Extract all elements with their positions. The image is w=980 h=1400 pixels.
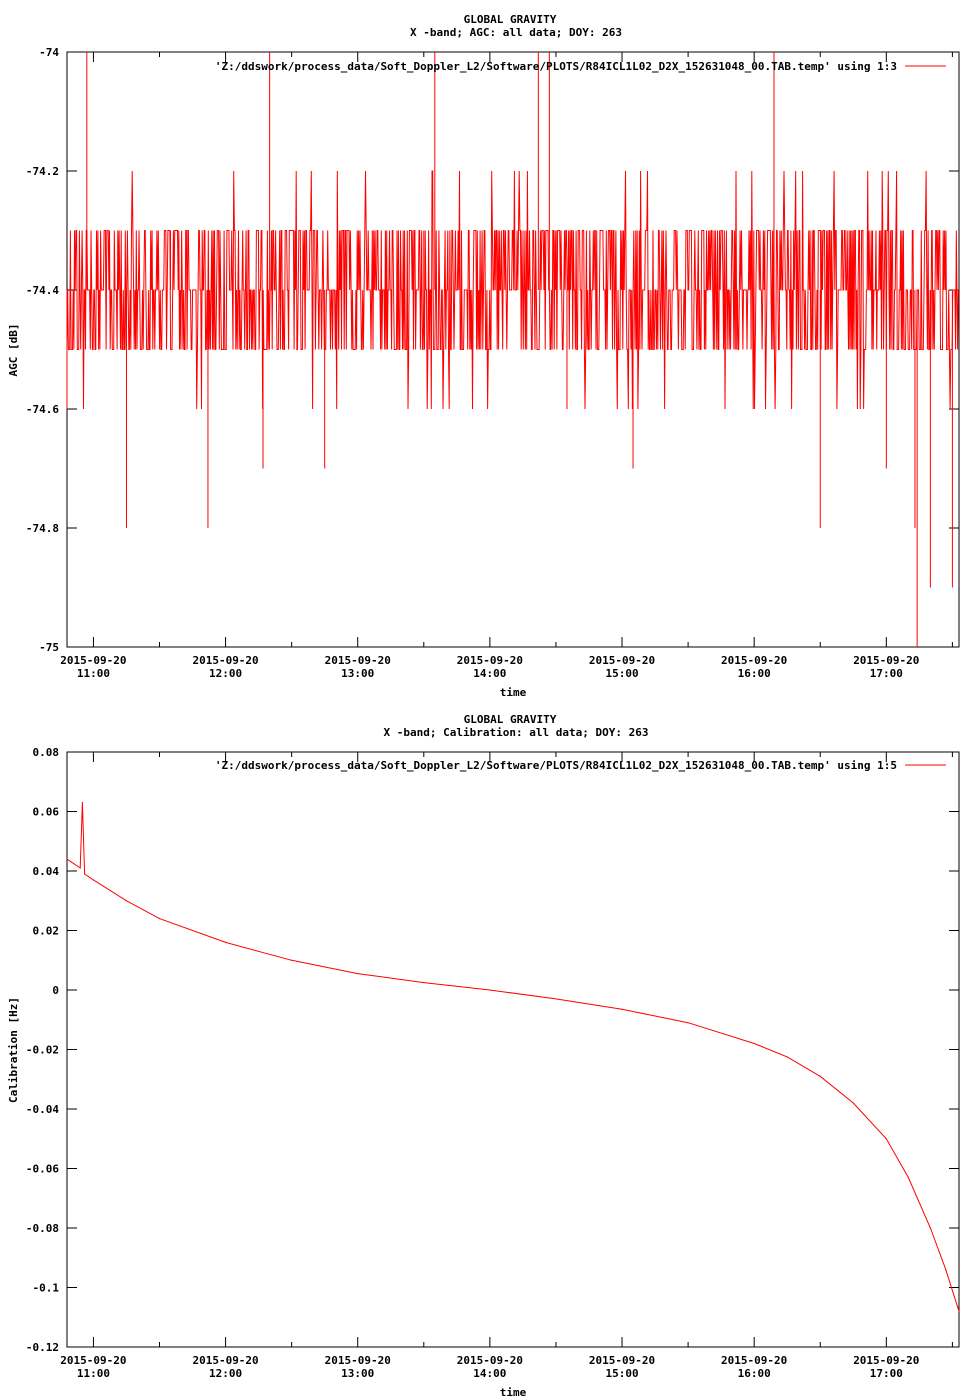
agc-x-tick-date: 2015-09-20 <box>457 654 523 667</box>
calibration-point <box>786 1056 788 1058</box>
agc-x-tick-label: 16:00 <box>738 667 771 680</box>
agc-chart-subtitle: X -band; AGC: all data; DOY: 263 <box>410 26 622 39</box>
agc-x-axis-label: time <box>500 686 527 699</box>
calibration-x-tick-date: 2015-09-20 <box>60 1354 126 1367</box>
calibration-x-tick-date: 2015-09-20 <box>457 1354 523 1367</box>
calibration-y-tick-label: 0.02 <box>33 925 60 938</box>
agc-x-tick-label: 15:00 <box>605 667 638 680</box>
calibration-point <box>621 1008 623 1010</box>
calibration-y-tick-label: -0.12 <box>26 1341 59 1354</box>
calibration-point <box>489 989 491 991</box>
calibration-point <box>852 1102 854 1104</box>
calibration-point <box>125 900 128 902</box>
calibration-legend-label: 'Z:/ddswork/process_data/Soft_Doppler_L2… <box>215 759 897 772</box>
calibration-y-tick-label: -0.02 <box>26 1044 59 1057</box>
calibration-x-ticks: 2015-09-2011:002015-09-2012:002015-09-20… <box>60 752 953 1380</box>
agc-x-tick-label: 14:00 <box>473 667 506 680</box>
calibration-point <box>66 858 68 860</box>
agc-y-tick-label: -74.6 <box>26 403 59 416</box>
calibration-x-tick-date: 2015-09-20 <box>853 1354 919 1367</box>
calibration-x-tick-date: 2015-09-20 <box>589 1354 655 1367</box>
calibration-point <box>224 941 227 944</box>
calibration-point <box>687 1022 689 1024</box>
calibration-x-axis-label: time <box>500 1386 527 1399</box>
calibration-y-tick-label: -0.08 <box>26 1222 59 1235</box>
calibration-point <box>357 973 359 975</box>
agc-y-tick-label: -75 <box>39 641 59 654</box>
calibration-y-tick-label: 0.04 <box>33 865 60 878</box>
calibration-point <box>945 1269 947 1271</box>
agc-x-tick-label: 17:00 <box>870 667 903 680</box>
calibration-x-tick-label: 16:00 <box>738 1367 771 1380</box>
calibration-x-tick-label: 11:00 <box>77 1367 110 1380</box>
agc-x-tick-date: 2015-09-20 <box>60 654 126 667</box>
calibration-point <box>158 918 161 920</box>
calibration-point <box>84 873 86 875</box>
calibration-chart-subtitle: X -band; Calibration: all data; DOY: 263 <box>384 726 649 739</box>
agc-x-tick-label: 13:00 <box>341 667 374 680</box>
calibration-x-tick-label: 12:00 <box>209 1367 242 1380</box>
agc-x-tick-date: 2015-09-20 <box>325 654 391 667</box>
calibration-y-tick-label: 0 <box>52 984 59 997</box>
calibration-point <box>291 959 293 961</box>
calibration-series-line <box>66 802 960 1312</box>
calibration-point <box>423 981 425 984</box>
calibration-x-tick-date: 2015-09-20 <box>325 1354 391 1367</box>
agc-x-ticks: 2015-09-2011:002015-09-2012:002015-09-20… <box>60 52 953 680</box>
calibration-point <box>819 1075 821 1077</box>
calibration-x-tick-label: 14:00 <box>473 1367 506 1380</box>
agc-series-line <box>66 170 959 410</box>
agc-x-tick-date: 2015-09-20 <box>589 654 655 667</box>
calibration-y-tick-label: -0.04 <box>26 1103 59 1116</box>
agc-legend-label: 'Z:/ddswork/process_data/Soft_Doppler_L2… <box>215 60 897 73</box>
agc-x-tick-label: 12:00 <box>209 667 242 680</box>
agc-chart-title: GLOBAL GRAVITY <box>464 13 557 26</box>
agc-y-tick-label: -74.8 <box>26 522 59 535</box>
calibration-point <box>92 879 95 881</box>
calibration-chart: GLOBAL GRAVITY X -band; Calibration: all… <box>7 713 960 1399</box>
calibration-plot-frame <box>66 751 960 1348</box>
agc-x-tick-date: 2015-09-20 <box>721 654 787 667</box>
calibration-x-tick-label: 15:00 <box>605 1367 638 1380</box>
calibration-point <box>555 998 557 1000</box>
agc-x-tick-date: 2015-09-20 <box>853 654 919 667</box>
agc-y-axis-label: AGC [dB] <box>7 324 20 377</box>
calibration-point <box>79 867 81 869</box>
calibration-x-tick-label: 13:00 <box>341 1367 374 1380</box>
calibration-x-tick-date: 2015-09-20 <box>721 1354 787 1367</box>
calibration-point <box>81 801 84 804</box>
agc-x-tick-date: 2015-09-20 <box>192 654 258 667</box>
calibration-x-tick-date: 2015-09-20 <box>192 1354 258 1367</box>
agc-y-tick-label: -74.4 <box>26 284 59 297</box>
calibration-point <box>907 1176 909 1179</box>
calibration-y-tick-label: -0.06 <box>26 1163 59 1176</box>
calibration-point <box>929 1227 931 1229</box>
agc-y-tick-label: -74 <box>39 46 59 59</box>
calibration-y-tick-label: -0.1 <box>33 1282 60 1295</box>
agc-x-tick-label: 11:00 <box>77 667 110 680</box>
calibration-y-ticks: 0.08 0.06 0.04 0.02 0 -0.02 -0.04 -0.06 -0.08 -0.… <box>26 746 959 1354</box>
agc-series <box>66 52 959 647</box>
agc-chart: GLOBAL GRAVITY X -band; AGC: all data; D… <box>7 13 960 699</box>
calibration-y-tick-label: 0.06 <box>33 806 60 819</box>
calibration-x-tick-label: 17:00 <box>870 1367 903 1380</box>
calibration-y-tick-label: 0.08 <box>33 746 60 759</box>
agc-y-tick-label: -74.2 <box>26 165 59 178</box>
calibration-point <box>753 1042 755 1045</box>
calibration-chart-title: GLOBAL GRAVITY <box>464 713 557 726</box>
calibration-point <box>885 1138 887 1140</box>
calibration-series <box>66 801 960 1312</box>
calibration-y-axis-label: Calibration [Hz] <box>7 997 20 1103</box>
agc-y-ticks: -74 -74.2 -74.4 -74.6 -74.8 -75 <box>26 46 959 654</box>
calibration-point <box>958 1310 960 1312</box>
